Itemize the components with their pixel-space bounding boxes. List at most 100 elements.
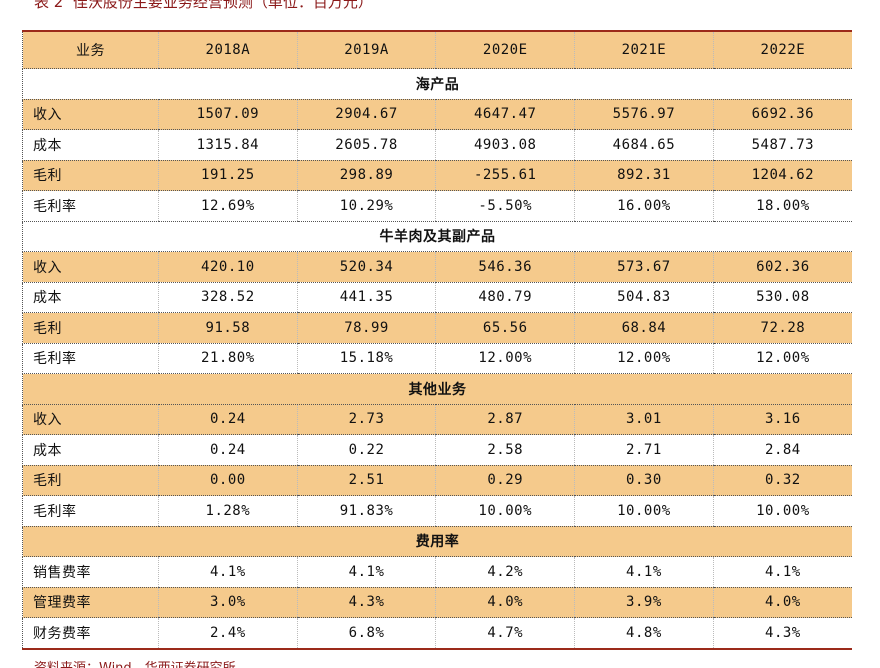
value-cell: 12.00% xyxy=(712,343,852,374)
section-title: 其他业务 xyxy=(22,373,852,405)
row-label: 成本 xyxy=(22,129,159,161)
row-label: 收入 xyxy=(22,99,159,130)
value-cell: 3.0% xyxy=(158,587,298,618)
value-cell: 6.8% xyxy=(296,617,436,649)
value-cell: 2.58 xyxy=(435,434,575,466)
value-cell: 602.36 xyxy=(712,251,852,283)
value-cell: 65.56 xyxy=(435,312,575,344)
value-cell: 3.01 xyxy=(574,404,714,435)
data-row: 财务费率 2.4% 6.8% 4.7% 4.8% 4.3% xyxy=(22,617,852,649)
value-cell: 5576.97 xyxy=(574,99,714,130)
row-label: 毛利 xyxy=(22,160,159,191)
data-row: 成本 0.24 0.22 2.58 2.71 2.84 xyxy=(22,434,852,466)
value-cell: 4.3% xyxy=(712,617,852,649)
value-cell: 328.52 xyxy=(158,282,298,313)
value-cell: 0.22 xyxy=(296,434,436,466)
forecast-table: 业务 2018A 2019A 2020E 2021E 2022E 海产品 收入 1507.09 2… xyxy=(22,30,852,650)
data-row: 毛利率 21.80% 15.18% 12.00% 12.00% 12.00% xyxy=(22,343,852,374)
source-note: 资料来源：Wind，华西证券研究所 xyxy=(34,657,236,668)
section-row: 海产品 xyxy=(22,68,852,100)
value-cell: 1.28% xyxy=(158,495,298,527)
data-row: 成本 328.52 441.35 480.79 504.83 530.08 xyxy=(22,282,852,313)
header-row: 业务 2018A 2019A 2020E 2021E 2022E xyxy=(22,31,852,69)
value-cell: 298.89 xyxy=(296,160,436,191)
header-cell: 2021E xyxy=(574,31,714,69)
value-cell: 91.58 xyxy=(158,312,298,344)
data-row: 毛利率 1.28% 91.83% 10.00% 10.00% 10.00% xyxy=(22,495,852,527)
value-cell: 0.24 xyxy=(158,404,298,435)
value-cell: 5487.73 xyxy=(712,129,852,161)
value-cell: 4.7% xyxy=(435,617,575,649)
section-title: 海产品 xyxy=(22,68,852,100)
value-cell: 1204.62 xyxy=(712,160,852,191)
value-cell: 191.25 xyxy=(158,160,298,191)
value-cell: 12.69% xyxy=(158,190,298,222)
row-label: 毛利率 xyxy=(22,343,159,374)
value-cell: 10.00% xyxy=(574,495,714,527)
row-label: 收入 xyxy=(22,251,159,283)
section-title: 牛羊肉及其副产品 xyxy=(22,221,852,252)
value-cell: 2.87 xyxy=(435,404,575,435)
value-cell: 0.24 xyxy=(158,434,298,466)
value-cell: 16.00% xyxy=(574,190,714,222)
value-cell: 4.2% xyxy=(435,556,575,588)
value-cell: 78.99 xyxy=(296,312,436,344)
value-cell: 1507.09 xyxy=(158,99,298,130)
value-cell: 4684.65 xyxy=(574,129,714,161)
data-row: 毛利率 12.69% 10.29% -5.50% 16.00% 18.00% xyxy=(22,190,852,222)
value-cell: 10.29% xyxy=(296,190,436,222)
value-cell: 4.1% xyxy=(712,556,852,588)
value-cell: 573.67 xyxy=(574,251,714,283)
value-cell: 4.0% xyxy=(712,587,852,618)
value-cell: 6692.36 xyxy=(712,99,852,130)
value-cell: 2.4% xyxy=(158,617,298,649)
row-label: 收入 xyxy=(22,404,159,435)
value-cell: 4.3% xyxy=(296,587,436,618)
value-cell: 2.73 xyxy=(296,404,436,435)
value-cell: 2904.67 xyxy=(296,99,436,130)
section-title: 费用率 xyxy=(22,526,852,557)
value-cell: 504.83 xyxy=(574,282,714,313)
data-row: 成本 1315.84 2605.78 4903.08 4684.65 5487.73 xyxy=(22,129,852,161)
value-cell: 0.32 xyxy=(712,465,852,496)
row-label: 财务费率 xyxy=(22,617,159,649)
value-cell: 72.28 xyxy=(712,312,852,344)
section-row: 其他业务 xyxy=(22,373,852,405)
value-cell: 4.1% xyxy=(296,556,436,588)
header-cell: 2019A xyxy=(296,31,436,69)
value-cell: 546.36 xyxy=(435,251,575,283)
value-cell: -5.50% xyxy=(435,190,575,222)
header-cell: 业务 xyxy=(22,31,159,69)
value-cell: 10.00% xyxy=(435,495,575,527)
value-cell: 4647.47 xyxy=(435,99,575,130)
row-label: 毛利 xyxy=(22,465,159,496)
value-cell: 441.35 xyxy=(296,282,436,313)
data-row: 收入 420.10 520.34 546.36 573.67 602.36 xyxy=(22,251,852,283)
value-cell: 530.08 xyxy=(712,282,852,313)
value-cell: 0.00 xyxy=(158,465,298,496)
value-cell: 3.16 xyxy=(712,404,852,435)
value-cell: -255.61 xyxy=(435,160,575,191)
value-cell: 4903.08 xyxy=(435,129,575,161)
value-cell: 91.83% xyxy=(296,495,436,527)
header-cell: 2022E xyxy=(712,31,852,69)
row-label: 成本 xyxy=(22,434,159,466)
data-row: 收入 0.24 2.73 2.87 3.01 3.16 xyxy=(22,404,852,435)
row-label: 销售费率 xyxy=(22,556,159,588)
data-row: 收入 1507.09 2904.67 4647.47 5576.97 6692.36 xyxy=(22,99,852,130)
value-cell: 420.10 xyxy=(158,251,298,283)
value-cell: 1315.84 xyxy=(158,129,298,161)
value-cell: 2605.78 xyxy=(296,129,436,161)
value-cell: 12.00% xyxy=(435,343,575,374)
data-row: 销售费率 4.1% 4.1% 4.2% 4.1% 4.1% xyxy=(22,556,852,588)
data-row: 毛利 0.00 2.51 0.29 0.30 0.32 xyxy=(22,465,852,496)
table-title: 表 2 佳沃股份主要业务经营预测（单位：百万元） xyxy=(34,0,373,11)
row-label: 毛利率 xyxy=(22,190,159,222)
value-cell: 4.1% xyxy=(158,556,298,588)
value-cell: 21.80% xyxy=(158,343,298,374)
header-cell: 2020E xyxy=(435,31,575,69)
value-cell: 18.00% xyxy=(712,190,852,222)
header-cell: 2018A xyxy=(158,31,298,69)
data-row: 毛利 91.58 78.99 65.56 68.84 72.28 xyxy=(22,312,852,344)
